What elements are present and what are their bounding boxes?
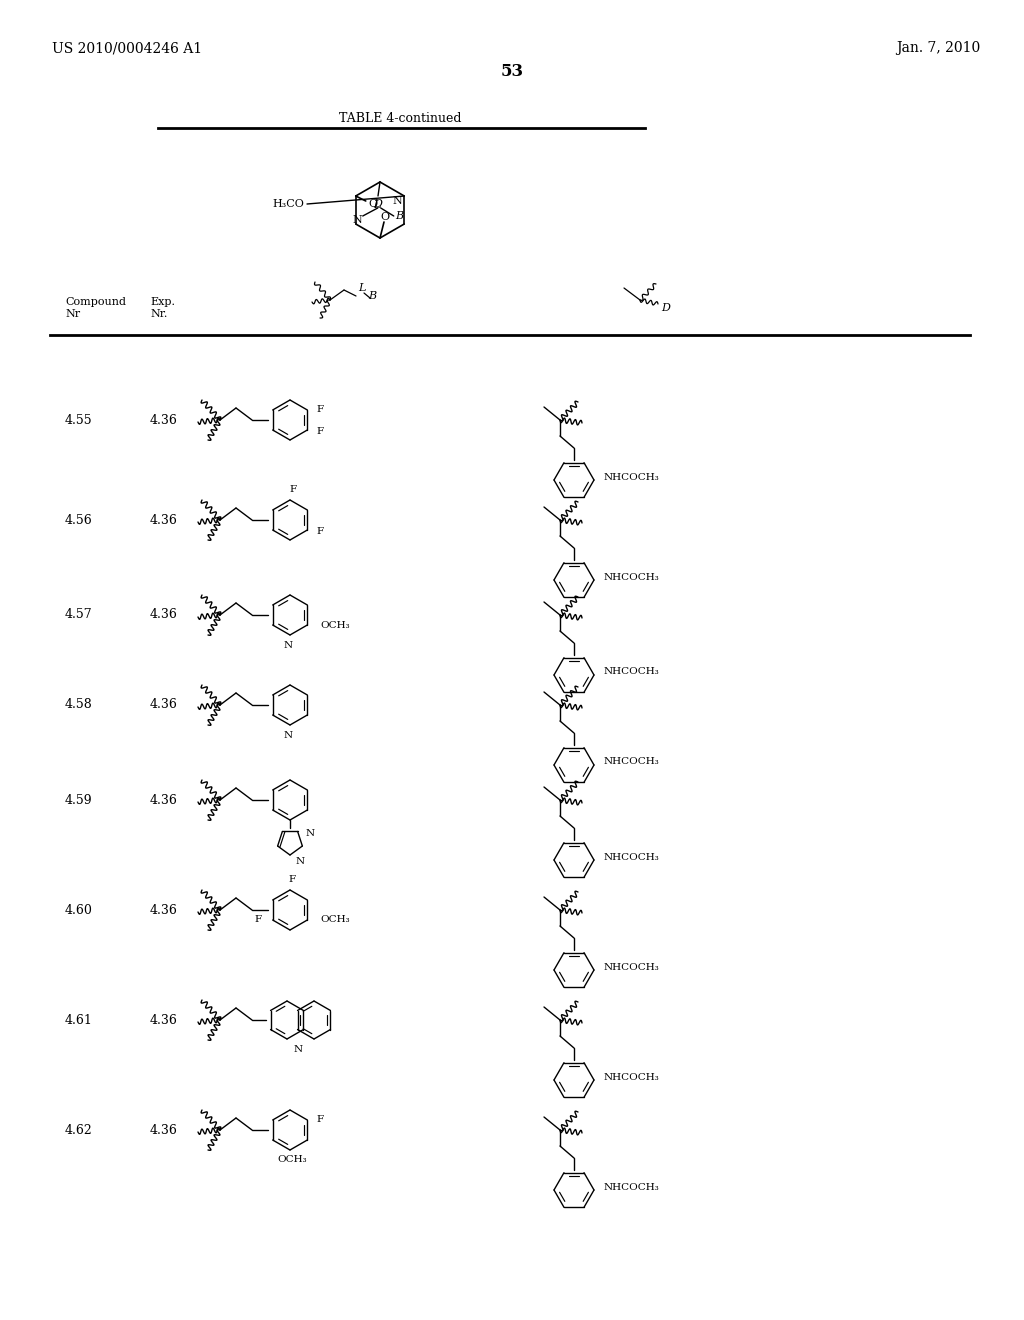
Text: US 2010/0004246 A1: US 2010/0004246 A1 xyxy=(52,41,202,55)
Text: F: F xyxy=(254,916,261,924)
Text: NHCOCH₃: NHCOCH₃ xyxy=(604,573,659,582)
Text: 4.36: 4.36 xyxy=(150,1014,178,1027)
Text: Exp.
Nr.: Exp. Nr. xyxy=(150,297,175,319)
Text: 4.36: 4.36 xyxy=(150,513,178,527)
Text: NHCOCH₃: NHCOCH₃ xyxy=(604,962,659,972)
Text: B: B xyxy=(394,211,402,220)
Text: N: N xyxy=(294,1045,303,1055)
Text: F: F xyxy=(316,405,324,414)
Text: 4.55: 4.55 xyxy=(65,413,92,426)
Text: OCH₃: OCH₃ xyxy=(319,916,349,924)
Text: 4.59: 4.59 xyxy=(65,793,92,807)
Text: B: B xyxy=(368,290,376,301)
Text: O: O xyxy=(381,213,389,222)
Text: 4.57: 4.57 xyxy=(65,609,92,622)
Text: L: L xyxy=(373,201,381,210)
Text: N: N xyxy=(353,215,362,224)
Text: OCH₃: OCH₃ xyxy=(319,620,349,630)
Text: F: F xyxy=(316,1115,324,1125)
Text: O: O xyxy=(369,199,377,209)
Text: F: F xyxy=(289,875,296,884)
Text: N: N xyxy=(284,730,293,739)
Text: N: N xyxy=(296,858,304,866)
Text: F: F xyxy=(316,428,324,437)
Text: 4.36: 4.36 xyxy=(150,793,178,807)
Text: L: L xyxy=(358,282,366,293)
Text: H₃CO: H₃CO xyxy=(272,199,304,209)
Text: 4.36: 4.36 xyxy=(150,609,178,622)
Text: 4.56: 4.56 xyxy=(65,513,93,527)
Text: F: F xyxy=(290,486,297,495)
Text: NHCOCH₃: NHCOCH₃ xyxy=(604,853,659,862)
Text: 4.36: 4.36 xyxy=(150,698,178,711)
Text: 4.61: 4.61 xyxy=(65,1014,93,1027)
Text: Jan. 7, 2010: Jan. 7, 2010 xyxy=(896,41,980,55)
Text: NHCOCH₃: NHCOCH₃ xyxy=(604,1072,659,1081)
Text: D: D xyxy=(374,199,382,209)
Text: NHCOCH₃: NHCOCH₃ xyxy=(604,473,659,482)
Text: 4.60: 4.60 xyxy=(65,903,93,916)
Text: NHCOCH₃: NHCOCH₃ xyxy=(604,668,659,676)
Text: OCH₃: OCH₃ xyxy=(278,1155,307,1164)
Text: D: D xyxy=(662,304,671,313)
Text: N: N xyxy=(392,195,402,206)
Text: Compound
Nr: Compound Nr xyxy=(65,297,126,319)
Text: TABLE 4-continued: TABLE 4-continued xyxy=(339,111,461,124)
Text: NHCOCH₃: NHCOCH₃ xyxy=(604,1183,659,1192)
Text: N: N xyxy=(305,829,314,838)
Text: N: N xyxy=(284,640,293,649)
Text: 4.62: 4.62 xyxy=(65,1123,93,1137)
Text: F: F xyxy=(316,528,324,536)
Text: 4.36: 4.36 xyxy=(150,413,178,426)
Text: 4.36: 4.36 xyxy=(150,903,178,916)
Text: 4.58: 4.58 xyxy=(65,698,93,711)
Text: 4.36: 4.36 xyxy=(150,1123,178,1137)
Text: NHCOCH₃: NHCOCH₃ xyxy=(604,758,659,767)
Text: 53: 53 xyxy=(501,63,523,81)
